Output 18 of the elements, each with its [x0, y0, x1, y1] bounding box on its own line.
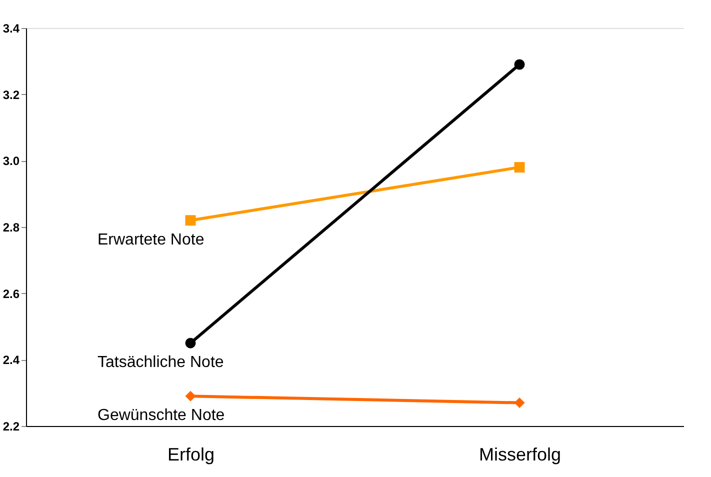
point [185, 338, 196, 348]
y-tick-label: 3.2 [2, 88, 20, 102]
y-tick-label: 2.2 [2, 420, 20, 434]
point [185, 390, 196, 402]
x-tick-label: Misserfolg [478, 444, 562, 464]
series-label: Gewünschte Note [98, 407, 225, 424]
series-label: Erwartete Note [98, 231, 204, 248]
y-tick-label: 3.0 [2, 154, 20, 168]
point [514, 59, 525, 70]
point [514, 162, 525, 173]
y-tick-label: 2.6 [2, 286, 20, 301]
y-tick-label: 2.8 [2, 220, 20, 234]
y-tick-label: 3.4 [2, 22, 20, 36]
series-label: Tatsächliche Note [98, 354, 224, 372]
point [185, 215, 196, 226]
point [514, 398, 525, 408]
x-tick-label: Erfolg [167, 444, 215, 464]
y-tick-label: 2.4 [2, 353, 20, 368]
